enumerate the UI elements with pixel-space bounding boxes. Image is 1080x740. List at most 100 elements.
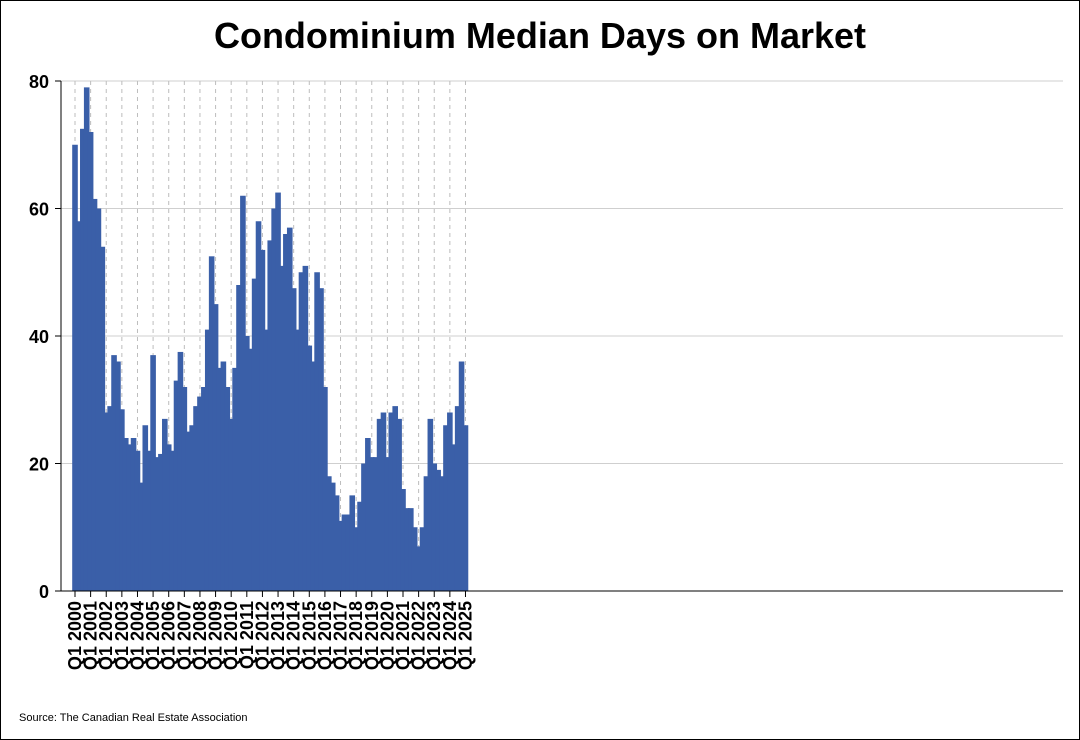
bar — [349, 495, 356, 591]
bar — [365, 438, 371, 591]
x-tick-label: Q1 2010 — [221, 601, 241, 670]
bar — [228, 418, 234, 591]
bar — [384, 457, 391, 591]
y-tick-label: 40 — [29, 327, 49, 347]
bar — [368, 457, 375, 591]
bar — [279, 265, 285, 591]
bar — [142, 425, 149, 591]
bar — [119, 409, 125, 591]
bar — [318, 288, 324, 591]
bar — [411, 527, 418, 591]
bar — [154, 457, 160, 591]
x-tick-label: Q1 2003 — [112, 601, 132, 670]
y-tick-label: 0 — [39, 582, 49, 602]
bar — [435, 469, 441, 591]
bar — [72, 144, 78, 591]
bar — [193, 406, 199, 591]
bar — [271, 208, 277, 591]
x-tick-label: Q1 2012 — [252, 601, 272, 670]
bar — [458, 361, 465, 591]
bar — [372, 457, 379, 591]
bar — [361, 463, 367, 591]
bar — [353, 527, 359, 591]
bar — [388, 412, 395, 591]
bar — [298, 272, 305, 591]
bar — [146, 450, 152, 591]
bar — [306, 345, 313, 591]
bar — [415, 546, 422, 591]
bar — [400, 489, 406, 591]
bar — [197, 396, 203, 591]
bar — [99, 246, 106, 591]
bar — [447, 412, 453, 591]
bar — [111, 355, 117, 591]
x-tick-label: Q1 2018 — [346, 601, 366, 670]
x-tick-label: Q1 2025 — [455, 601, 475, 670]
x-tick-label: Q1 2019 — [362, 601, 382, 670]
bar — [126, 444, 133, 591]
chart-title: Condominium Median Days on Market — [213, 15, 867, 56]
bar — [431, 463, 438, 591]
bar — [220, 361, 227, 591]
x-tick-label: Q1 2017 — [331, 601, 351, 670]
bar — [216, 367, 223, 591]
bar — [177, 351, 184, 591]
bar — [232, 367, 238, 591]
bar — [314, 272, 320, 591]
bar — [247, 348, 254, 591]
bar — [189, 425, 195, 591]
x-tick-label: Q1 2024 — [440, 601, 460, 670]
bar — [326, 476, 332, 591]
bar — [87, 132, 94, 591]
bar — [454, 406, 461, 591]
bar — [341, 514, 348, 591]
bar — [83, 87, 90, 591]
x-tick-label: Q1 2007 — [174, 601, 194, 670]
bar — [337, 520, 344, 591]
bar — [208, 256, 215, 591]
bar — [115, 361, 121, 591]
bar — [259, 249, 266, 591]
bar — [419, 527, 426, 591]
y-tick-label: 20 — [29, 455, 49, 475]
bar — [310, 361, 316, 591]
bar — [204, 329, 211, 591]
bar — [329, 482, 336, 591]
bar — [169, 450, 176, 591]
bar — [224, 387, 231, 591]
x-tick-label: Q1 2000 — [65, 601, 85, 670]
bar — [423, 476, 430, 591]
bar — [244, 336, 250, 591]
bar — [286, 227, 293, 591]
bar — [427, 418, 434, 591]
x-tick-label: Q1 2006 — [159, 601, 179, 670]
bar — [80, 128, 86, 591]
bar — [439, 476, 445, 591]
x-tick-label: Q1 2013 — [268, 601, 288, 670]
bar — [212, 304, 219, 591]
bar — [283, 234, 289, 591]
x-tick-label: Q1 2011 — [237, 601, 257, 669]
bar — [236, 285, 242, 591]
bar — [263, 329, 270, 591]
bar — [173, 380, 180, 591]
bar — [267, 240, 274, 591]
y-tick-label: 60 — [29, 200, 49, 220]
bar — [107, 406, 113, 591]
x-tick-label: Q1 2022 — [409, 601, 429, 670]
x-tick-label: Q1 2002 — [96, 601, 116, 670]
bar — [357, 501, 363, 591]
bar — [103, 412, 110, 591]
bar — [150, 355, 156, 591]
x-tick-label: Q1 2020 — [377, 601, 397, 670]
bar — [251, 278, 258, 591]
bar — [181, 387, 188, 591]
bar — [95, 208, 102, 591]
bar — [122, 438, 129, 591]
bar — [404, 508, 410, 591]
bar — [130, 438, 137, 591]
bar — [201, 387, 207, 591]
bar — [185, 431, 192, 591]
